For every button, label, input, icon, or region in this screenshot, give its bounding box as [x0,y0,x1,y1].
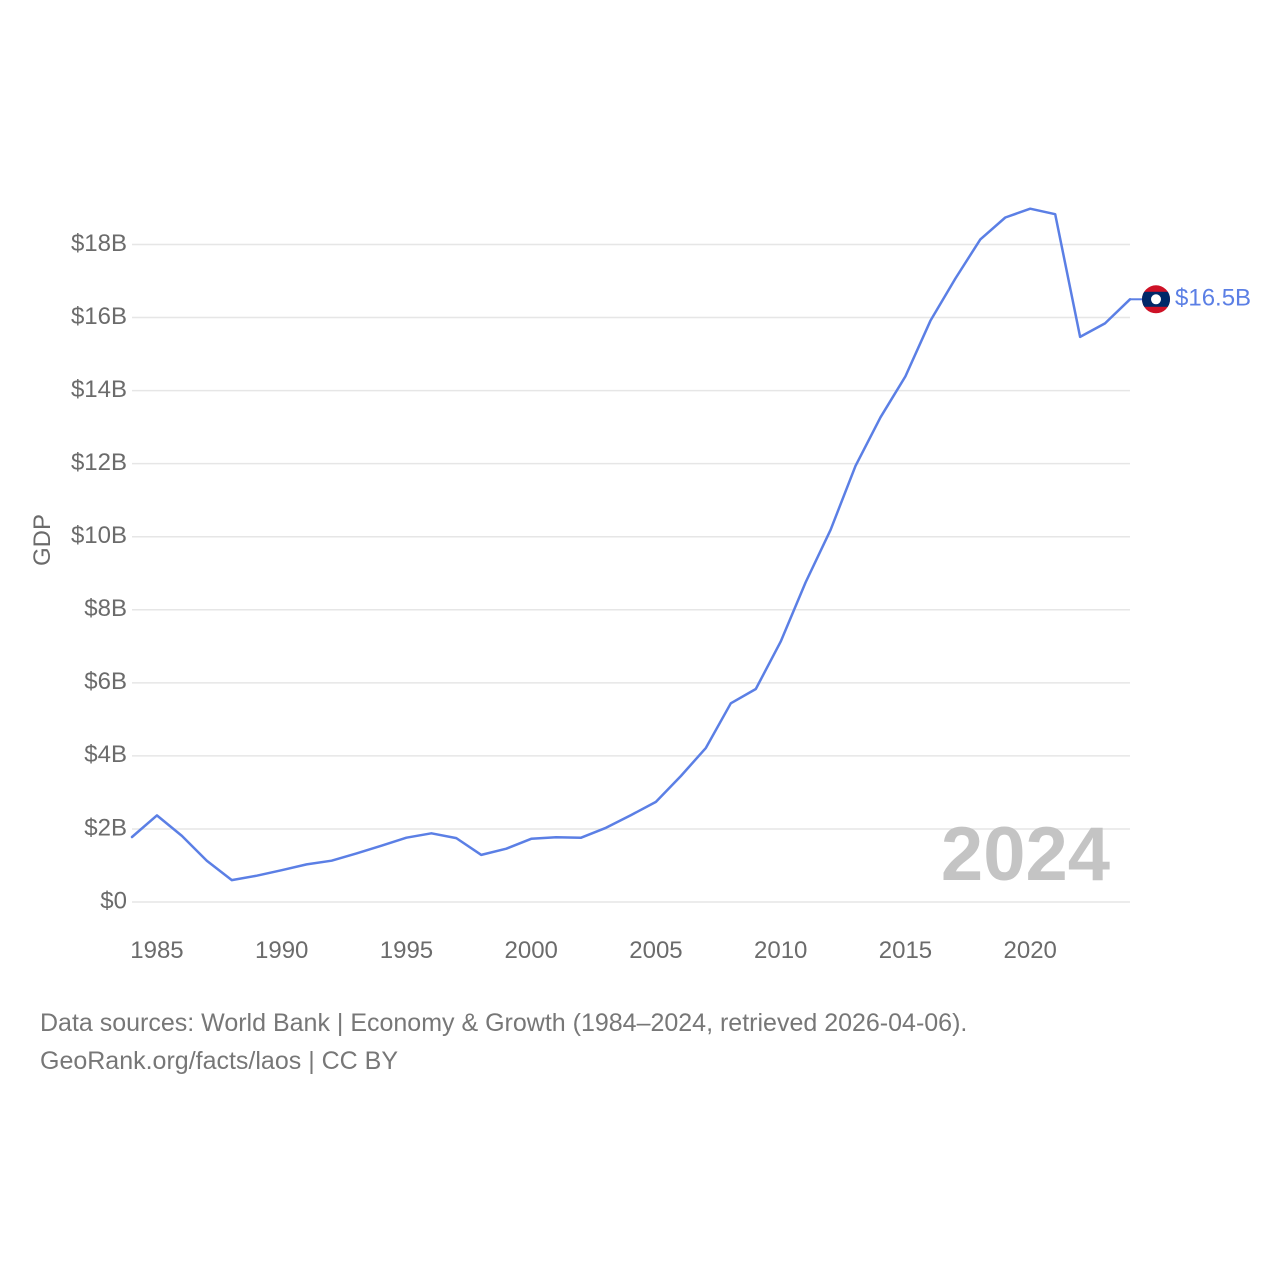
y-tick-label: $10B [71,522,127,549]
y-tick-label: $6B [84,668,127,695]
y-tick-label: $0 [100,887,127,914]
y-tick-label: $18B [71,230,127,257]
flag-white-disc [1151,294,1161,305]
y-tick-label: $2B [84,814,127,841]
y-tick-label: $14B [71,376,127,403]
y-tick-label: $4B [84,741,127,768]
x-tick-label: 2015 [879,937,932,964]
license-text: GeoRank.org/facts/laos | CC BY [40,1047,399,1075]
x-tick-label: 1995 [380,937,433,964]
x-tick-label: 2005 [629,937,682,964]
laos-flag-icon [1142,285,1170,314]
series-line-laos [130,207,1132,882]
x-tick-label: 2010 [754,937,807,964]
y-tick-label: $12B [71,449,127,476]
x-tick-label: 1985 [130,937,183,964]
end-marker: $16.5B [1142,285,1251,314]
x-axis-ticks: 1985 1990 1995 2000 2005 2010 2015 2020 [130,937,1057,964]
chart-footer: Data sources: World Bank | Economy & Gro… [40,1004,1240,1080]
end-value-label: $16.5B [1175,285,1251,312]
y-tick-label: $16B [71,303,127,330]
data-source-text: Data sources: World Bank | Economy & Gro… [40,1009,968,1037]
year-watermark: 2024 [941,812,1110,897]
x-tick-label: 1990 [255,937,308,964]
y-axis-ticks: $0 $2B $4B $6B $8B $10B $12B $14B $16B $18B [71,230,127,915]
series-layer [130,207,1142,882]
x-tick-label: 2000 [505,937,558,964]
y-tick-label: $8B [84,595,127,622]
y-axis-label: GDP [29,514,56,566]
x-tick-label: 2020 [1004,937,1057,964]
grid-lines [132,243,1130,903]
